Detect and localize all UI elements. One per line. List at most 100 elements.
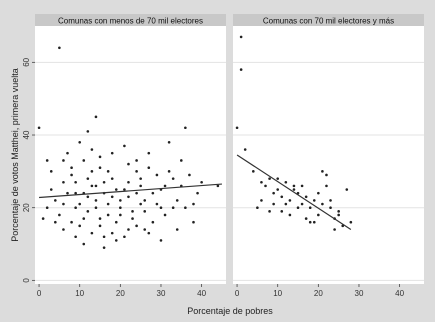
panel-left-point-51 — [90, 231, 94, 235]
panel-right-point-10 — [280, 195, 284, 199]
panel-left-point-100 — [139, 202, 142, 206]
panel-left-point-63 — [106, 170, 110, 173]
panel-left-y-tick-label-3: 60 — [22, 57, 31, 66]
panel-left-point-21 — [200, 180, 203, 184]
panel-right-point-45 — [260, 199, 263, 202]
panel-left-strip — [35, 14, 226, 26]
panel-right-point-9 — [276, 188, 280, 191]
panel-left-fit-line — [39, 183, 222, 199]
panel-right-point-43 — [284, 202, 288, 206]
panel-left-point-105 — [62, 180, 65, 184]
panel-left-point-64 — [127, 162, 130, 166]
panel-right-x-tick-label-1: 10 — [273, 289, 282, 298]
panel-left-point-3 — [184, 126, 187, 130]
panel-right-point-22 — [329, 206, 332, 209]
panel-left-point-85 — [114, 220, 118, 224]
panel-left-point-43 — [119, 206, 122, 209]
panel-left-point-23 — [54, 199, 57, 202]
panel-left-point-49 — [62, 228, 65, 231]
panel-left-point-93 — [192, 202, 195, 206]
panel-left-point-60 — [114, 239, 118, 242]
panel-left-point-26 — [90, 184, 94, 188]
panel-left-point-106 — [179, 159, 183, 162]
panel-right-point-34 — [312, 220, 316, 224]
panel-right-point-2 — [235, 126, 239, 130]
panel-left-point-66 — [62, 202, 65, 206]
y-axis-title: Porcentaje de votos Matthei, primera vue… — [10, 68, 20, 242]
panel-left-point-5 — [49, 170, 53, 173]
panel-left-point-91 — [163, 184, 167, 188]
panel-left-point-36 — [45, 206, 49, 209]
panel-left-points — [37, 46, 220, 249]
panel-right-x-tick-label-0: 0 — [235, 289, 240, 298]
panel-left-point-40 — [86, 210, 90, 213]
panel-left-grid — [35, 61, 226, 281]
panel-left-point-42 — [106, 213, 110, 217]
panel-right-point-30 — [280, 210, 284, 213]
panel-left-x-tick-label-2: 20 — [116, 289, 125, 298]
panel-left-point-37 — [58, 213, 61, 217]
panel-right-point-16 — [304, 195, 308, 199]
panel-left-y-tick-label-1: 20 — [22, 203, 31, 212]
panel-left-point-59 — [102, 246, 106, 249]
panel-right-x-ticks: 0 10 20 30 40 — [235, 284, 405, 298]
panel-left-point-103 — [90, 170, 94, 173]
panel-left-point-108 — [127, 228, 130, 231]
panel-left-point-0 — [58, 46, 61, 50]
panel-left-point-31 — [143, 199, 147, 202]
panel-left-point-45 — [143, 210, 147, 213]
panel-left-point-4 — [45, 159, 49, 162]
panel-left-point-35 — [41, 217, 45, 220]
panel-left-point-72 — [167, 170, 171, 173]
panel-right-point-13 — [292, 184, 296, 188]
panel-left-point-38 — [70, 220, 73, 224]
panel-left-point-48 — [192, 220, 195, 224]
panel-left-x-tick-label-4: 40 — [197, 289, 206, 298]
panel-left-point-6 — [78, 140, 82, 144]
panel-left-point-11 — [147, 151, 151, 155]
panel-left-point-32 — [151, 191, 155, 195]
panel-right-point-3 — [243, 148, 247, 151]
panel-right-point-8 — [272, 191, 275, 195]
panel-left-point-30 — [139, 184, 142, 188]
panel-left-point-57 — [159, 239, 163, 242]
panel-left-point-13 — [70, 173, 73, 177]
panel-left-point-20 — [188, 173, 191, 177]
panel-right-x-tick-label-3: 30 — [355, 289, 364, 298]
panel-right-point-32 — [296, 206, 300, 209]
panel-left-point-2 — [94, 115, 98, 119]
panel-right-point-6 — [264, 184, 267, 188]
panel-right-point-26 — [345, 188, 349, 191]
panel-left-point-87 — [143, 228, 147, 231]
panel-left-point-80 — [90, 148, 94, 151]
panel-right-fit-line — [236, 154, 352, 230]
panel-left-point-109 — [98, 155, 102, 159]
panel-left-point-89 — [106, 202, 110, 206]
panel-left-point-18 — [171, 177, 175, 180]
panel-left-point-24 — [66, 191, 69, 195]
panel-left-point-55 — [135, 224, 138, 228]
panel-left-point-9 — [62, 159, 65, 162]
panel-left-point-75 — [102, 180, 106, 184]
panel-left-point-104 — [74, 191, 77, 195]
panel-left-point-50 — [74, 235, 77, 239]
panel-left-point-102 — [110, 195, 114, 199]
panel-left-point-25 — [74, 180, 77, 184]
panel-left-point-34 — [175, 199, 179, 202]
panel-left-point-101 — [159, 206, 163, 209]
panel-left-point-14 — [98, 166, 102, 170]
panel-left-y-ticks: 0 20 40 60 — [22, 57, 35, 283]
panel-left-point-39 — [78, 202, 82, 206]
panel-left-point-65 — [49, 188, 53, 191]
panel-left-point-83 — [74, 206, 77, 209]
panel-right-point-40 — [300, 184, 304, 188]
panel-left-point-12 — [167, 140, 171, 144]
panel-right-point-33 — [304, 217, 308, 220]
panel-right-point-44 — [268, 210, 271, 213]
panel-right-point-11 — [284, 180, 288, 184]
panel-right-point-19 — [317, 213, 320, 217]
panel-left-point-54 — [123, 235, 126, 239]
panel-left-point-68 — [94, 206, 98, 209]
panel-left-point-97 — [119, 213, 122, 217]
